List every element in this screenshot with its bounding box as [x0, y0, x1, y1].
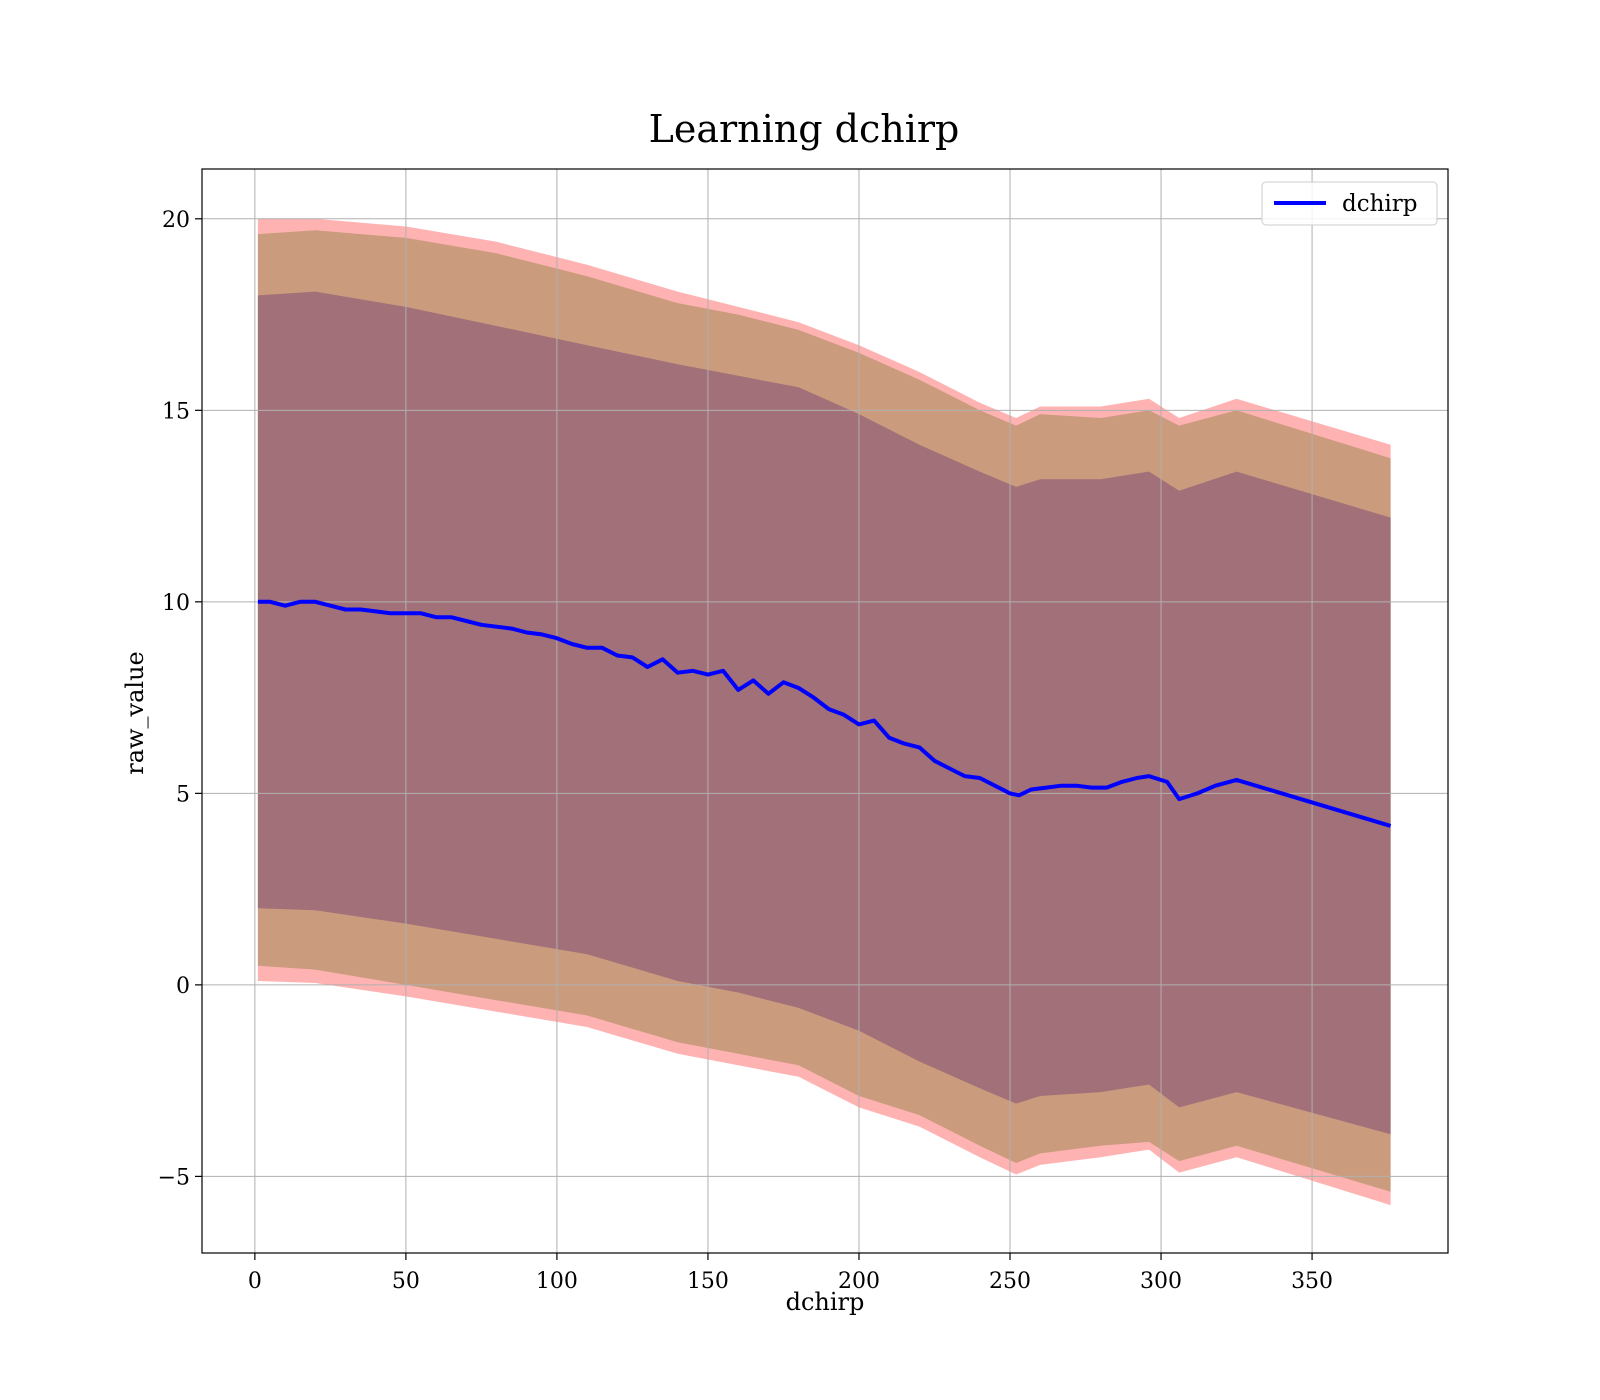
- chart-title: Learning dchirp: [649, 107, 960, 151]
- y-tick-label-3: 10: [162, 591, 190, 616]
- series-line-dchirp: [257, 599, 1392, 828]
- y-tick-label-1: 0: [176, 974, 190, 999]
- gridlines: [202, 169, 1448, 1253]
- x-tick-label-1: 50: [392, 1269, 420, 1294]
- x-axis-label: dchirp: [786, 1288, 865, 1316]
- legend: dchirp: [1261, 181, 1438, 226]
- x-tick-label-3: 150: [687, 1269, 729, 1294]
- x-tick-label-7: 350: [1291, 1269, 1333, 1294]
- y-tick-label-5: 20: [162, 208, 190, 233]
- legend-label-dchirp: dchirp: [1342, 191, 1418, 217]
- series-lines: [257, 599, 1392, 828]
- y-axis-label: raw_value: [121, 651, 149, 775]
- y-tick-label-2: 5: [176, 782, 190, 807]
- band-inner: [257, 291, 1391, 1135]
- confidence-bands: [257, 218, 1391, 1206]
- plot-frame: [201, 168, 1449, 1254]
- y-tick-label-0: −5: [158, 1165, 190, 1190]
- x-tick-label-2: 100: [536, 1269, 578, 1294]
- y-tick-label-4: 15: [162, 399, 190, 424]
- x-tick-label-5: 250: [989, 1269, 1031, 1294]
- x-tick-label-4: 200: [838, 1269, 880, 1294]
- x-tick-label-0: 0: [248, 1269, 262, 1294]
- y-axis-ticks: −5 0 5 10 15 20: [158, 208, 202, 1190]
- x-tick-label-6: 300: [1140, 1269, 1182, 1294]
- x-axis-ticks: 0 50 100 150 200 250 300 350: [248, 1253, 1333, 1294]
- legend-box: [1261, 181, 1438, 226]
- plot-area: [201, 168, 1449, 1254]
